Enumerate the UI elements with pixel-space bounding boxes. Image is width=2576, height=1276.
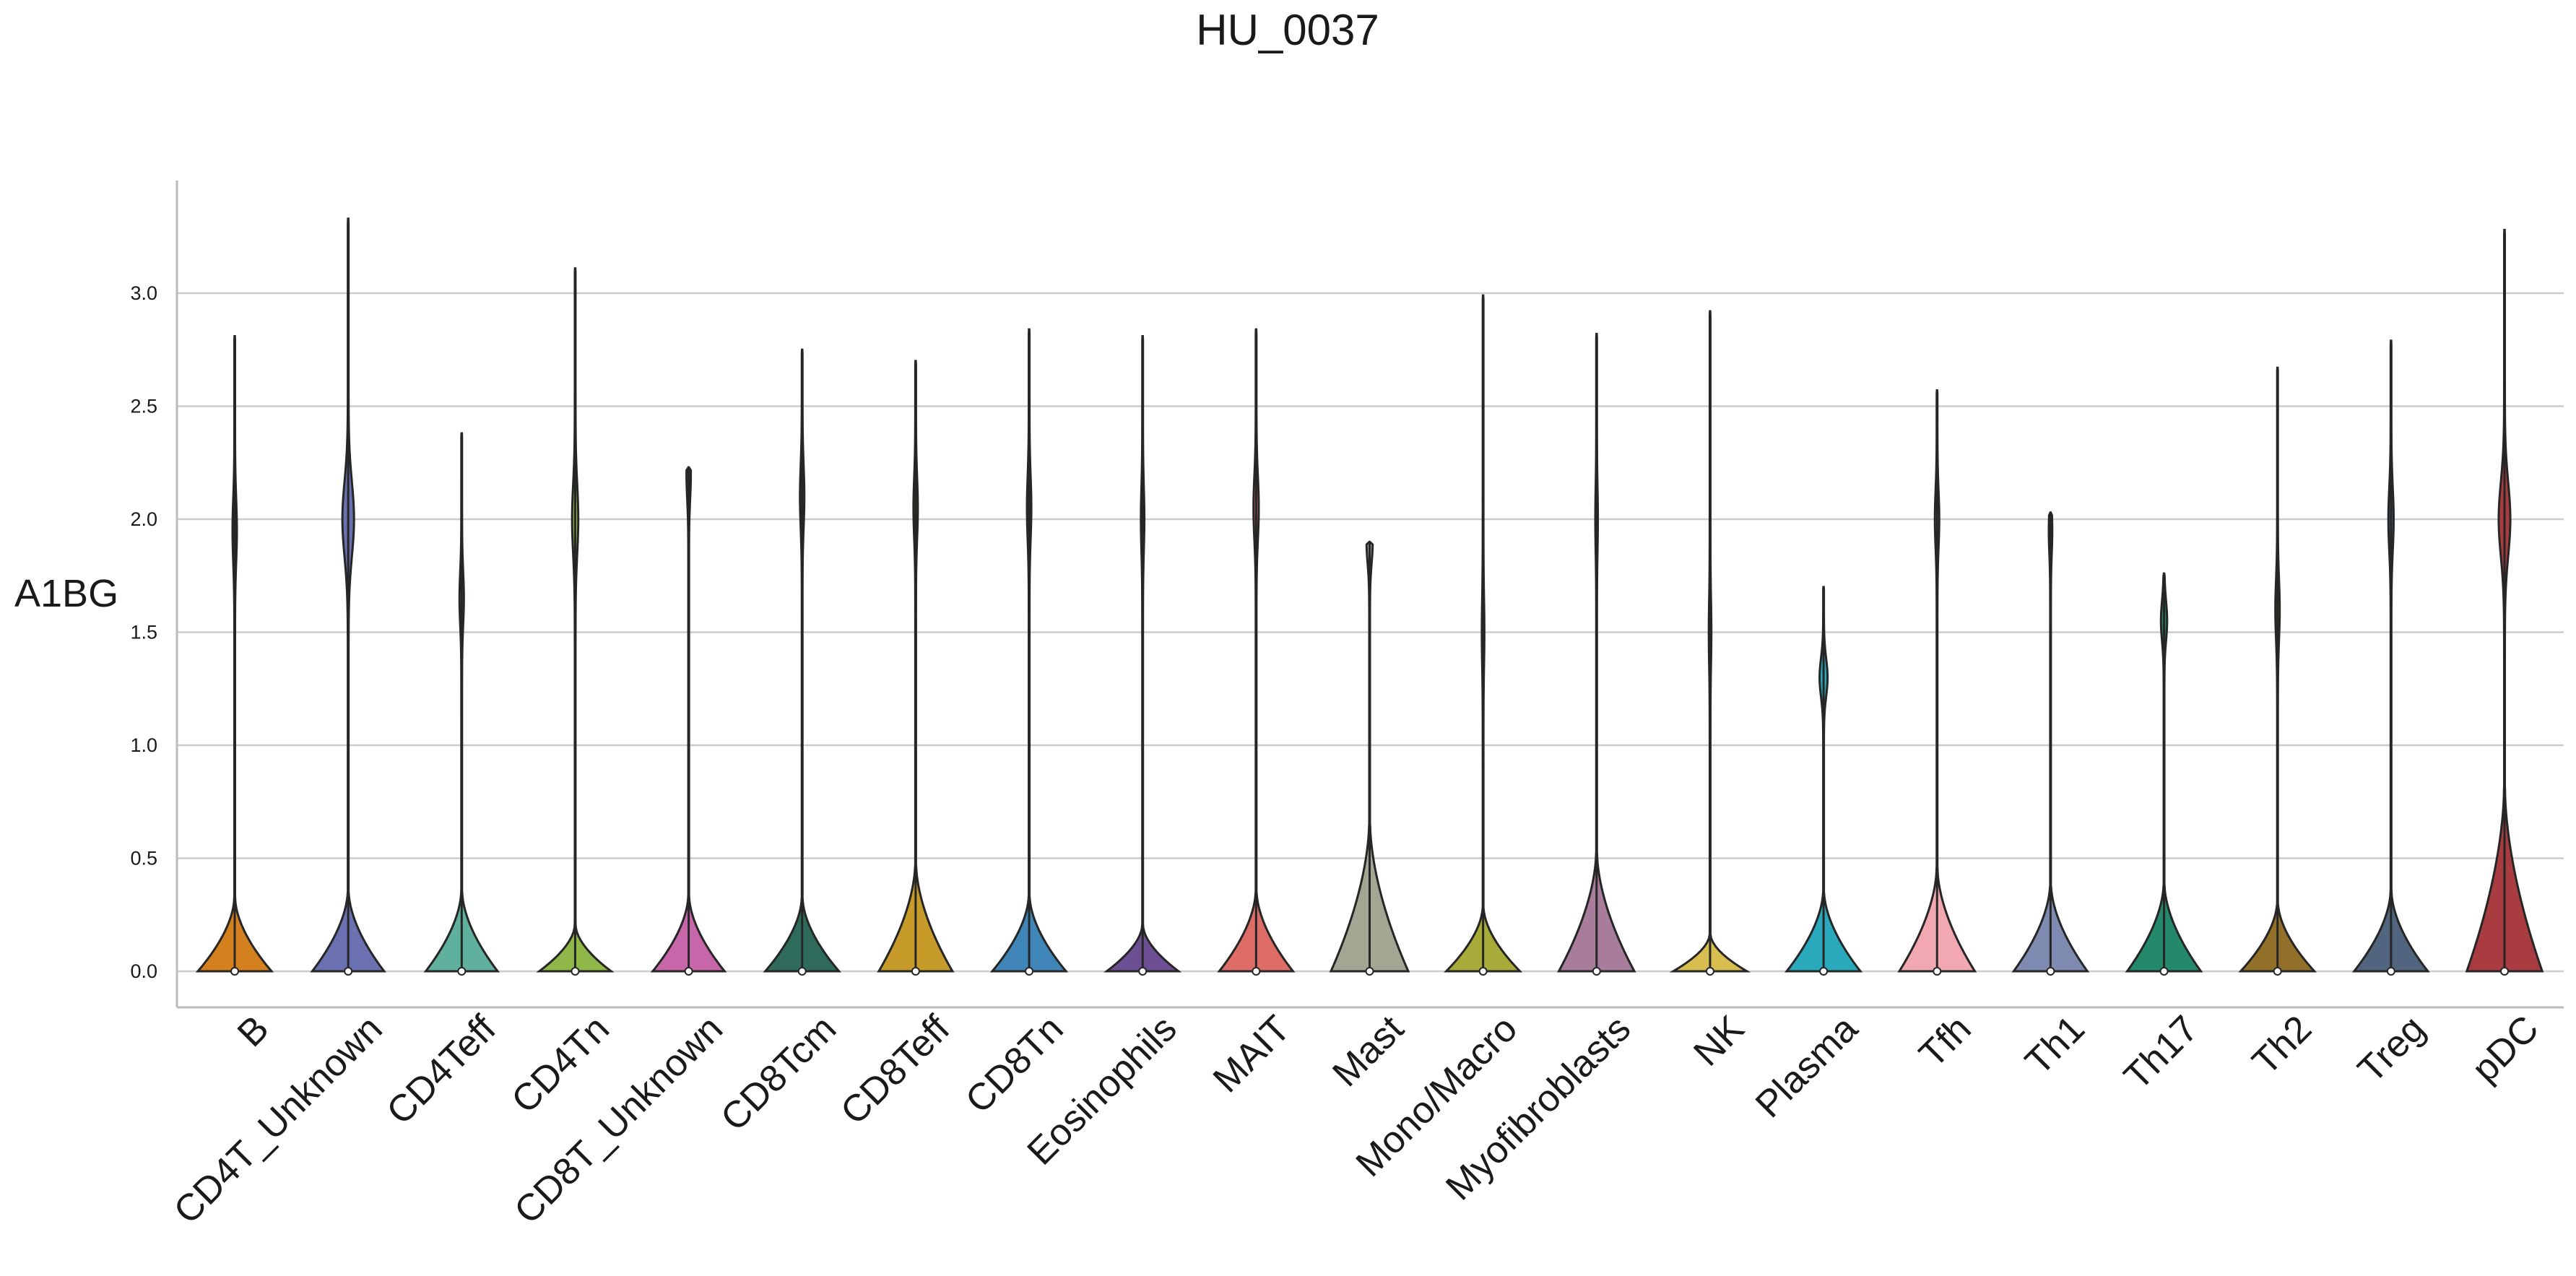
x-tick-label: Th2 [2245,1007,2320,1082]
median-point [1933,967,1942,976]
median-point [2159,967,2169,976]
median-point [1365,967,1374,976]
median-point [230,967,239,976]
x-tick-label: CD4Tn [503,1007,617,1121]
x-tick-label: CD8Tcm [713,1007,844,1139]
x-tick-label: MAIT [1205,1007,1298,1101]
median-point [457,967,467,976]
median-point [1252,967,1261,976]
y-tick-labels: 0.0 0.5 1.0 1.5 2.0 2.5 3.0 [130,282,157,982]
median-point [344,967,353,976]
y-tick-label: 0.0 [130,960,157,982]
x-tick-label: NK [1686,1007,1752,1074]
median-point [911,967,920,976]
axes [175,181,2564,1009]
median-point [1478,967,1488,976]
x-tick-label: Tfh [1912,1007,1979,1075]
violins [195,217,2544,976]
chart-title: HU_0037 [1196,6,1379,54]
x-tick-label: Th17 [2116,1007,2206,1098]
median-point [2500,967,2509,976]
x-tick-label: Mast [1324,1007,1412,1095]
median-point [1138,967,1148,976]
y-tick-label: 2.5 [130,396,157,417]
median-point [571,967,580,976]
x-tick-label: CD4T_Unknown [166,1007,391,1232]
x-tick-label: CD4Teff [379,1007,505,1133]
median-point [1819,967,1829,976]
x-tick-label: CD8T_Unknown [506,1007,731,1232]
median-point [2386,967,2395,976]
median-point [797,967,807,976]
median-point [684,967,693,976]
y-tick-label: 1.5 [130,622,157,643]
x-tick-label: Th1 [2018,1007,2093,1082]
y-tick-label: 2.0 [130,508,157,530]
x-tick-label: Treg [2350,1007,2433,1090]
x-tick-label: pDC [2464,1007,2547,1090]
x-tick-label: CD8Teff [833,1007,958,1133]
median-point [1025,967,1034,976]
y-axis-label: A1BG [14,572,118,615]
x-tick-label: Plasma [1748,1007,1866,1126]
x-tick-label: B [230,1007,277,1055]
median-point [2273,967,2282,976]
y-tick-label: 0.5 [130,848,157,869]
x-tick-label: CD8Tn [958,1007,1071,1121]
y-tick-label: 1.0 [130,734,157,756]
median-point [1592,967,1601,976]
y-tick-label: 3.0 [130,282,157,304]
median-point [2046,967,2055,976]
median-point [1705,967,1714,976]
